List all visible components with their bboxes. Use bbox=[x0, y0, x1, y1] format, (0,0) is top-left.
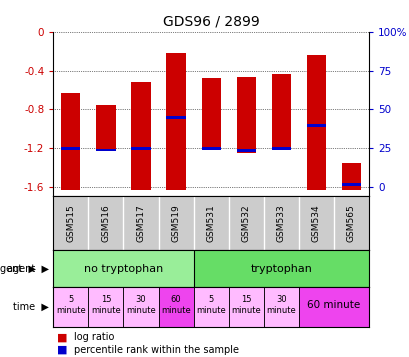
Bar bbox=[236, 76, 255, 153]
Bar bbox=[306, 55, 325, 190]
Bar bbox=[88, 287, 123, 327]
Bar bbox=[61, 93, 80, 190]
Text: GSM533: GSM533 bbox=[276, 204, 285, 242]
Bar bbox=[228, 287, 263, 327]
Text: GSM532: GSM532 bbox=[241, 204, 250, 242]
Bar bbox=[53, 287, 88, 327]
Bar bbox=[298, 287, 368, 327]
Text: percentile rank within the sample: percentile rank within the sample bbox=[74, 345, 238, 355]
Text: agent  ▶: agent ▶ bbox=[7, 263, 49, 274]
Text: log ratio: log ratio bbox=[74, 332, 114, 342]
Bar bbox=[306, 124, 325, 127]
Text: GSM517: GSM517 bbox=[136, 204, 145, 242]
Title: GDS96 / 2899: GDS96 / 2899 bbox=[162, 14, 259, 28]
Bar bbox=[263, 287, 298, 327]
Text: tryptophan: tryptophan bbox=[250, 263, 312, 274]
Bar bbox=[271, 147, 290, 150]
Bar bbox=[96, 149, 115, 151]
Bar bbox=[201, 77, 220, 150]
Text: ■: ■ bbox=[57, 345, 68, 355]
Text: no tryptophan: no tryptophan bbox=[83, 263, 163, 274]
Bar bbox=[96, 105, 115, 150]
Text: GSM519: GSM519 bbox=[171, 204, 180, 242]
Text: 5
minute: 5 minute bbox=[56, 295, 85, 315]
Text: 30
minute: 30 minute bbox=[266, 295, 295, 315]
Bar bbox=[131, 82, 150, 190]
Text: agent  ▶: agent ▶ bbox=[0, 263, 36, 274]
Bar bbox=[123, 287, 158, 327]
Bar bbox=[166, 54, 185, 190]
Text: 30
minute: 30 minute bbox=[126, 295, 155, 315]
Bar bbox=[166, 116, 185, 119]
Text: ■: ■ bbox=[57, 332, 68, 342]
Bar bbox=[271, 74, 290, 150]
Text: 15
minute: 15 minute bbox=[231, 295, 261, 315]
Bar bbox=[193, 287, 228, 327]
Bar bbox=[201, 147, 220, 150]
Bar bbox=[193, 250, 368, 287]
Text: GSM531: GSM531 bbox=[206, 204, 215, 242]
Bar bbox=[236, 150, 255, 152]
Text: 5
minute: 5 minute bbox=[196, 295, 225, 315]
Bar bbox=[158, 287, 193, 327]
Text: time  ▶: time ▶ bbox=[13, 302, 49, 312]
Bar bbox=[341, 162, 360, 190]
Text: GSM534: GSM534 bbox=[311, 204, 320, 242]
Bar bbox=[131, 147, 150, 150]
Bar bbox=[341, 183, 360, 186]
Text: GSM515: GSM515 bbox=[66, 204, 75, 242]
Text: 60
minute: 60 minute bbox=[161, 295, 191, 315]
Bar bbox=[61, 147, 80, 150]
Text: GSM565: GSM565 bbox=[346, 204, 355, 242]
Text: GSM516: GSM516 bbox=[101, 204, 110, 242]
Text: 60 minute: 60 minute bbox=[307, 300, 360, 310]
Text: 15
minute: 15 minute bbox=[91, 295, 121, 315]
